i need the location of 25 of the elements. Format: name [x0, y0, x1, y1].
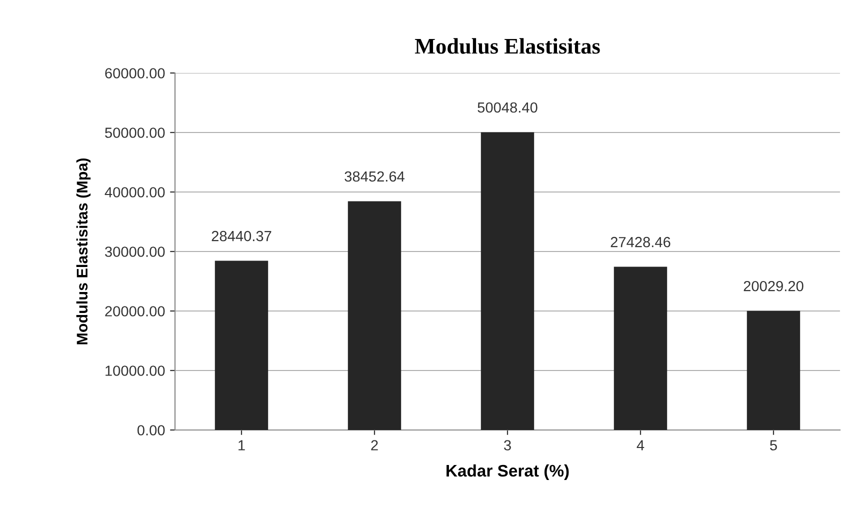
bar — [214, 260, 268, 430]
chart-title: Modulus Elastisitas — [414, 38, 600, 54]
x-tick-label: 4 — [636, 440, 644, 450]
x-axis-title: Kadar Serat (%) — [446, 464, 569, 480]
bar — [746, 310, 800, 430]
y-tick-label: 60000.00 — [105, 68, 165, 78]
x-tick-label: 2 — [371, 440, 378, 450]
data-label: 38452.64 — [344, 171, 404, 182]
y-axis-title: Modulus Elastisitas (Mpa) — [76, 158, 91, 344]
y-tick-label: 40000.00 — [104, 187, 165, 198]
y-tick-label: 10000.00 — [106, 366, 165, 376]
data-label: 20029.20 — [744, 280, 804, 292]
bar — [348, 201, 402, 430]
data-label: 27428.46 — [610, 236, 670, 248]
data-label: 28440.37 — [212, 230, 272, 242]
y-tick-label: 50000.00 — [105, 128, 165, 138]
data-label: 50048.40 — [478, 102, 538, 113]
bar — [480, 132, 534, 430]
bar — [614, 266, 668, 430]
x-tick-label: 1 — [238, 440, 245, 450]
y-tick-label: 0.00 — [137, 425, 165, 436]
y-tick-label: 20000.00 — [105, 306, 165, 316]
y-tick-label: 30000.00 — [105, 246, 165, 257]
x-tick-label: 5 — [770, 440, 777, 450]
x-tick-label: 3 — [504, 440, 511, 450]
